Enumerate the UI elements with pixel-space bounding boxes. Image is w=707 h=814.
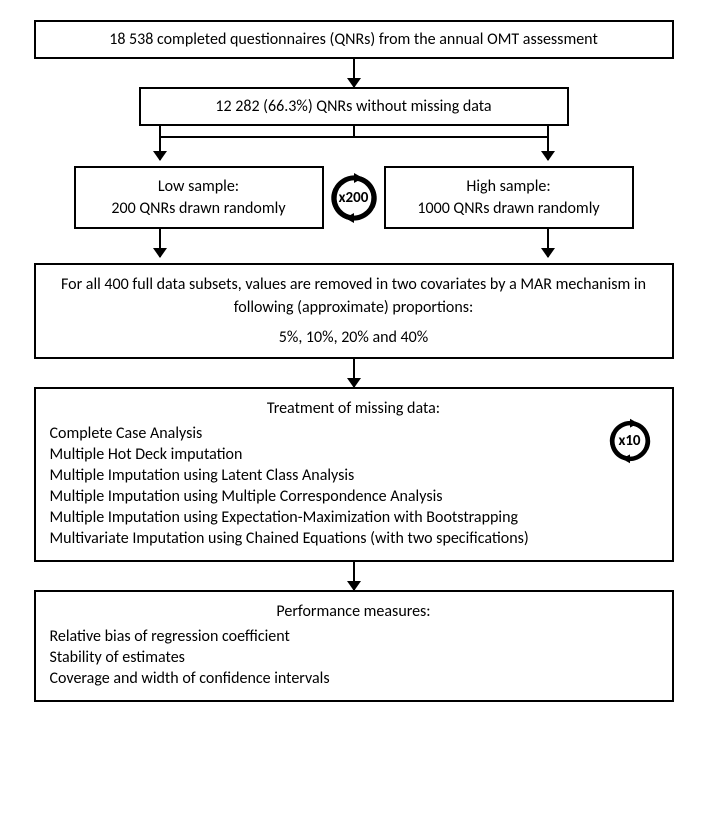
mar-line2: 5%, 10%, 20% and 40% — [48, 326, 660, 349]
flowchart: 18 538 completed questionnaires (QNRs) f… — [20, 20, 687, 702]
arrow — [353, 359, 355, 387]
perf-item: Relative bias of regression coefficient — [50, 627, 658, 646]
split-connector — [34, 126, 674, 166]
box-mar: For all 400 full data subsets, values ar… — [34, 263, 674, 359]
cycle-icon: x10 — [606, 417, 654, 465]
treat-item: Complete Case Analysis — [50, 424, 658, 443]
repeat-count: x10 — [618, 432, 640, 450]
perf-item: Coverage and width of confidence interva… — [50, 669, 658, 688]
high-title: High sample: — [398, 176, 620, 198]
low-title: Low sample: — [88, 176, 310, 198]
repeat-badge-200: x200 — [327, 171, 381, 225]
merge-connector — [34, 229, 674, 263]
cycle-icon: x200 — [327, 171, 381, 225]
arrow — [353, 562, 355, 590]
perf-list: Relative bias of regression coefficient S… — [50, 627, 658, 688]
box-performance: Performance measures: Relative bias of r… — [34, 590, 674, 702]
mar-line1: For all 400 full data subsets, values ar… — [48, 273, 660, 319]
treat-list: Complete Case Analysis Multiple Hot Deck … — [50, 424, 658, 548]
treat-item: Multivariate Imputation using Chained Eq… — [50, 529, 658, 548]
box-treatment: Treatment of missing data: x10 Complete … — [34, 387, 674, 562]
low-desc: 200 QNRs drawn randomly — [88, 198, 310, 220]
treat-item: Multiple Imputation using Latent Class A… — [50, 466, 658, 485]
box-low-sample: Low sample: 200 QNRs drawn randomly — [74, 166, 324, 229]
treat-item: Multiple Imputation using Multiple Corre… — [50, 487, 658, 506]
sample-split: Low sample: 200 QNRs drawn randomly x200… — [34, 166, 674, 229]
repeat-badge-10: x10 — [606, 417, 654, 465]
arrow — [353, 59, 355, 87]
perf-item: Stability of estimates — [50, 648, 658, 667]
box-source: 18 538 completed questionnaires (QNRs) f… — [34, 20, 674, 59]
high-desc: 1000 QNRs drawn randomly — [398, 198, 620, 220]
treat-title: Treatment of missing data: — [50, 399, 658, 418]
perf-title: Performance measures: — [50, 602, 658, 621]
treat-item: Multiple Hot Deck imputation — [50, 445, 658, 464]
treat-item: Multiple Imputation using Expectation-Ma… — [50, 508, 658, 527]
box-nomissing: 12 282 (66.3%) QNRs without missing data — [139, 87, 569, 126]
repeat-count: x200 — [339, 189, 369, 207]
box-high-sample: High sample: 1000 QNRs drawn randomly — [384, 166, 634, 229]
